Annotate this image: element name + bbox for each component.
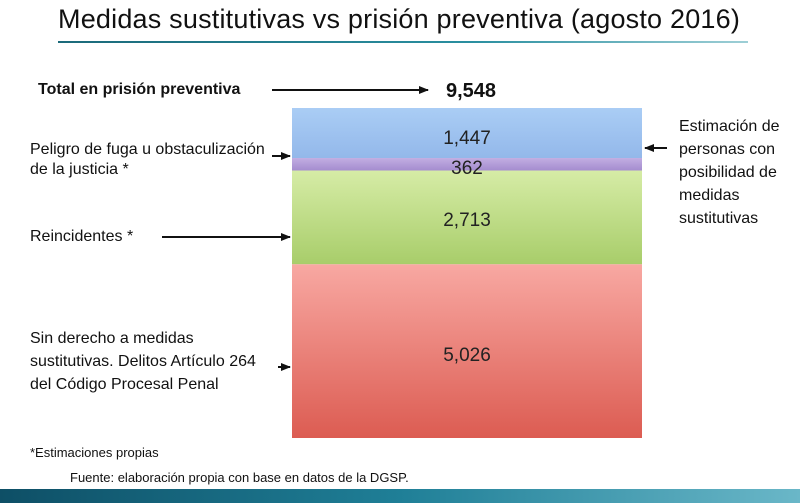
sin-derecho-label: Sin derecho a medidas sustitutivas. Deli… — [30, 330, 256, 393]
title-underline — [58, 41, 748, 43]
segment-value-label-2: 362 — [451, 158, 483, 179]
reincidentes-label: Reincidentes * — [30, 228, 134, 245]
segment-value-label-1: 1,447 — [443, 128, 491, 149]
footnote-fuente: Fuente: elaboración propia con base en d… — [70, 470, 409, 485]
peligro-label: Peligro de fuga u obstaculización de la … — [30, 141, 265, 178]
segment-value-label-3: 2,713 — [443, 210, 491, 231]
bar-segment-2 — [292, 158, 642, 171]
segment-value-label-4: 5,026 — [443, 345, 491, 366]
estimacion-label: Estimación de personas con posibilidad d… — [679, 118, 780, 227]
bar-segment-1 — [292, 108, 642, 159]
chart-title: Medidas sustitutivas vs prisión preventi… — [58, 4, 741, 34]
total-label: Total en prisión preventiva — [38, 81, 241, 98]
bottom-band — [0, 489, 800, 503]
total-value: 9,548 — [446, 80, 497, 102]
bar-segment-3 — [292, 170, 642, 265]
bar-segment-4 — [292, 264, 642, 438]
footnote-estimaciones: *Estimaciones propias — [30, 445, 159, 460]
